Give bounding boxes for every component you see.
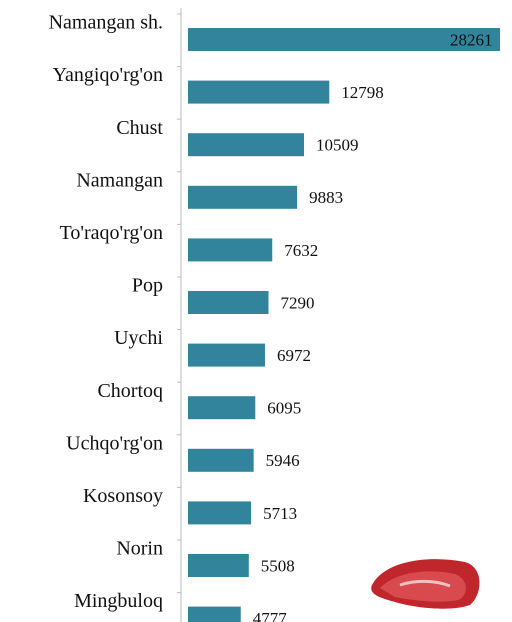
bar — [188, 501, 251, 524]
category-label: Yangiqo'rg'on — [53, 64, 163, 86]
category-label: Norin — [116, 538, 163, 560]
bar — [188, 396, 255, 419]
category-label: Chortoq — [97, 380, 163, 402]
category-label: To'raqo'rg'on — [60, 222, 163, 244]
bar — [188, 133, 304, 156]
value-label: 5946 — [266, 451, 300, 470]
bar — [188, 607, 241, 622]
category-label: Mingbuloq — [74, 590, 163, 612]
page: Namangan sh. 28261 Yangiqo'rg'on 12798 Chust… — [0, 0, 512, 622]
value-label: 9883 — [309, 188, 343, 207]
value-label: 7632 — [284, 241, 318, 260]
meat-icon — [371, 559, 479, 609]
value-label: 5713 — [263, 504, 297, 523]
value-label: 6095 — [267, 399, 301, 418]
bar — [188, 554, 249, 577]
bar — [188, 449, 254, 472]
category-label: Namangan — [76, 169, 163, 191]
value-label: 6972 — [277, 346, 311, 365]
category-label: Namangan sh. — [49, 12, 163, 34]
value-label: 10509 — [316, 136, 359, 155]
category-label: Uychi — [114, 327, 163, 349]
value-label: 28261 — [450, 30, 493, 49]
bar — [188, 186, 297, 209]
value-label: 12798 — [341, 83, 384, 102]
bar — [188, 291, 268, 314]
chart: Namangan sh. 28261 Yangiqo'rg'on 12798 Chust… — [0, 0, 512, 622]
category-label: Chust — [116, 117, 163, 139]
bar — [188, 238, 272, 261]
value-label: 5508 — [261, 556, 295, 575]
value-label: 4777 — [253, 609, 288, 622]
category-label: Pop — [132, 275, 163, 297]
category-label: Kosonsoy — [83, 485, 163, 507]
bar — [188, 344, 265, 367]
category-label: Uchqo'rg'on — [66, 432, 163, 454]
value-label: 7290 — [280, 293, 314, 312]
bar — [188, 81, 329, 104]
